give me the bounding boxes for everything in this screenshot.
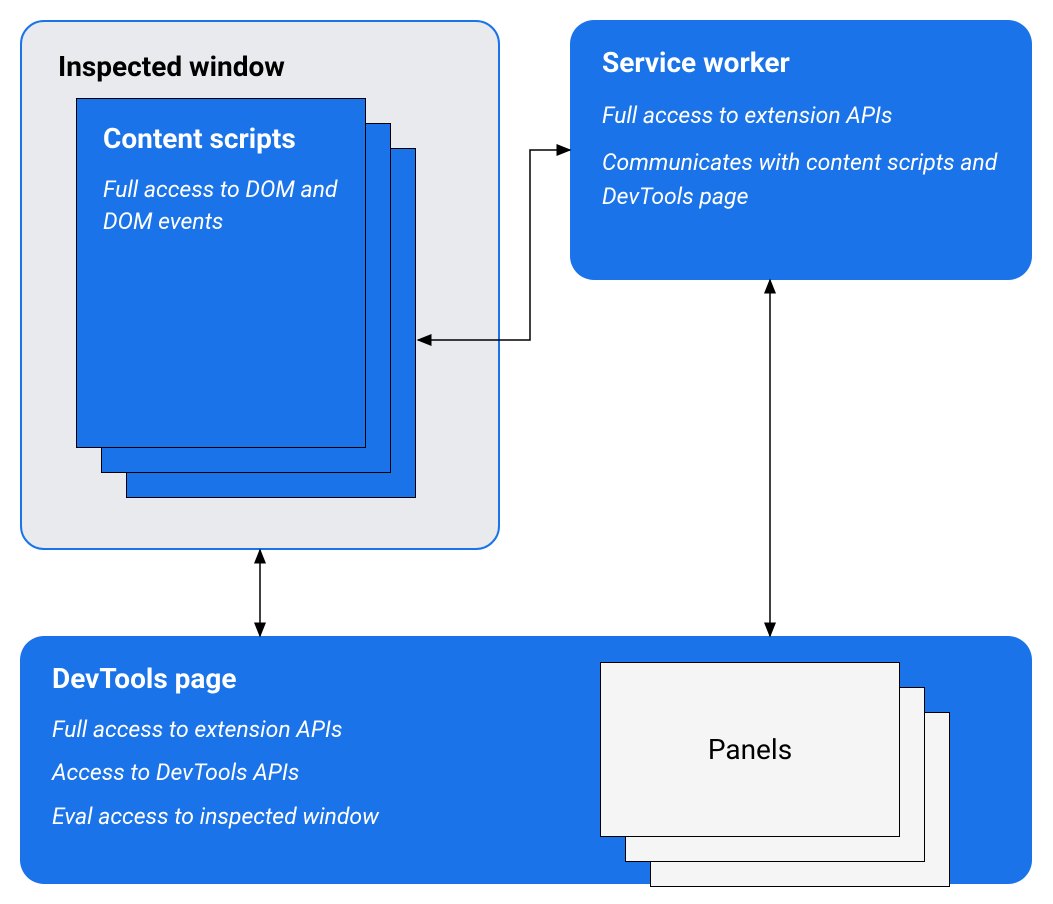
architecture-diagram: Inspected window Content scripts Full ac… (0, 0, 1053, 904)
panel-card-front: Panels (600, 662, 900, 837)
service-worker-box: Service worker Full access to extension … (570, 20, 1032, 280)
content-scripts-title: Content scripts (103, 121, 339, 156)
service-worker-title: Service worker (602, 46, 1000, 79)
service-worker-desc1: Full access to extension APIs (602, 99, 1000, 132)
content-scripts-card-front: Content scripts Full access to DOM and D… (76, 98, 366, 448)
service-worker-desc2: Communicates with content scripts and De… (602, 146, 1000, 213)
panels-label: Panels (708, 733, 792, 766)
inspected-window-title: Inspected window (58, 50, 462, 83)
content-scripts-stack: Content scripts Full access to DOM and D… (76, 98, 416, 498)
content-scripts-desc: Full access to DOM and DOM events (103, 174, 339, 238)
panels-stack: Panels (600, 662, 960, 882)
